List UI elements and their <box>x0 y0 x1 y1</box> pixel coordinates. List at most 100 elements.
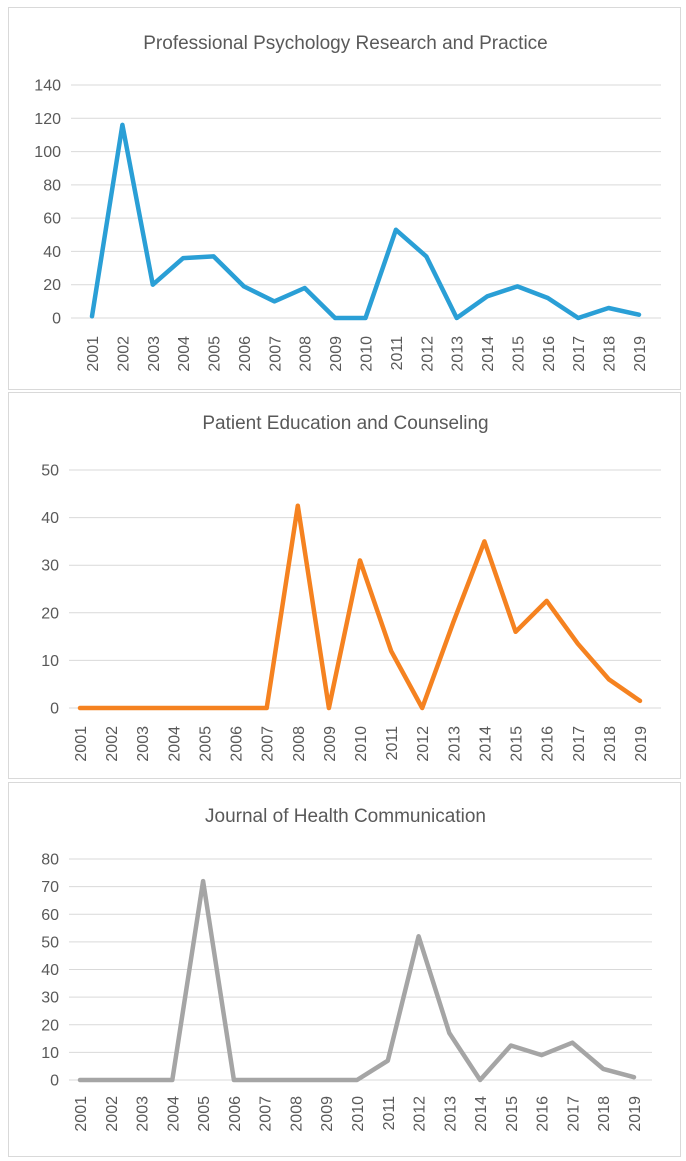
line-chart-patient-education: Patient Education and Counseling 0 10 20 30 4… <box>41 413 661 762</box>
y-tick-label: 140 <box>34 78 61 95</box>
chart-title: Patient Education and Counseling <box>202 413 488 434</box>
x-tick-label: 2005 <box>207 336 224 372</box>
data-point-2003 <box>140 1078 144 1082</box>
x-tick-label: 2008 <box>298 336 315 372</box>
x-tick-label: 2018 <box>596 1096 613 1132</box>
data-point-2012 <box>420 706 424 710</box>
x-tick-label: 2013 <box>450 336 467 372</box>
x-tick-label: 2009 <box>322 726 339 762</box>
data-point-2003 <box>140 706 144 710</box>
x-tick-label: 2004 <box>166 726 183 762</box>
data-point-2019 <box>632 1075 636 1079</box>
x-tick-label: 2009 <box>328 336 345 372</box>
data-point-2007 <box>263 1078 267 1082</box>
data-point-2008 <box>296 504 300 508</box>
x-tick-label: 2017 <box>571 726 588 762</box>
x-tick-label: 2002 <box>104 726 121 762</box>
x-tick-label: 2005 <box>196 1096 213 1132</box>
data-point-2006 <box>234 706 238 710</box>
x-tick-label: 2003 <box>135 726 152 762</box>
y-tick-label: 40 <box>41 962 59 979</box>
data-point-2018 <box>607 677 611 681</box>
chart-title: Professional Psychology Research and Pra… <box>143 33 547 54</box>
data-point-2014 <box>482 539 486 543</box>
data-point-2012 <box>424 254 428 258</box>
y-tick-label: 40 <box>41 510 59 527</box>
chart-panel-psychology-research: Professional Psychology Research and Pra… <box>8 7 681 390</box>
data-point-2004 <box>170 1078 174 1082</box>
x-tick-label: 2001 <box>85 336 102 372</box>
data-point-2004 <box>181 256 185 260</box>
x-tick-label: 2018 <box>602 336 619 372</box>
x-tick-label: 2016 <box>540 726 557 762</box>
data-point-2007 <box>272 299 276 303</box>
x-tick-label: 2006 <box>229 726 246 762</box>
data-point-2017 <box>576 642 580 646</box>
data-point-2002 <box>120 123 124 127</box>
data-point-2018 <box>607 306 611 310</box>
data-point-2007 <box>265 706 269 710</box>
series-line-psychology-research <box>89 122 642 321</box>
data-point-2008 <box>303 286 307 290</box>
x-tick-label: 2003 <box>135 1096 152 1132</box>
x-tick-label: 2004 <box>176 336 193 372</box>
x-tick-label: 2011 <box>381 1096 398 1131</box>
x-tick-label: 2012 <box>419 336 436 372</box>
y-tick-label: 70 <box>41 879 59 896</box>
x-tick-label: 2013 <box>446 726 463 762</box>
data-point-2015 <box>509 1043 513 1047</box>
data-point-2002 <box>109 706 113 710</box>
y-tick-label: 0 <box>50 701 59 718</box>
data-point-2002 <box>109 1078 113 1082</box>
x-tick-label: 2007 <box>267 336 284 372</box>
x-tick-label: 2008 <box>288 1096 305 1132</box>
x-tick-label: 2007 <box>258 1096 275 1132</box>
x-tick-label: 2012 <box>415 726 432 762</box>
x-tick-label: 2001 <box>73 1096 90 1132</box>
data-point-2016 <box>540 1053 544 1057</box>
y-tick-label: 0 <box>50 1073 59 1090</box>
x-tick-label: 2006 <box>227 1096 244 1132</box>
data-point-2001 <box>78 706 82 710</box>
x-tick-label: 2003 <box>146 336 163 372</box>
x-tick-label: 2010 <box>350 1096 367 1132</box>
x-tick-label: 2015 <box>510 336 527 372</box>
y-tick-label: 80 <box>41 852 59 869</box>
y-tick-label: 20 <box>41 605 59 622</box>
x-tick-label: 2014 <box>480 336 497 372</box>
data-point-2017 <box>576 316 580 320</box>
data-point-2015 <box>515 284 519 288</box>
data-point-2017 <box>570 1041 574 1045</box>
data-point-2005 <box>212 254 216 258</box>
x-tick-label: 2006 <box>237 336 254 372</box>
x-tick-label: 2004 <box>165 1096 182 1132</box>
data-point-2010 <box>364 316 368 320</box>
data-point-2015 <box>514 630 518 634</box>
x-tick-label: 2015 <box>504 1096 521 1132</box>
data-point-2011 <box>389 649 393 653</box>
x-tick-label: 2013 <box>442 1096 459 1132</box>
x-tick-label: 2002 <box>115 336 132 372</box>
x-tick-label: 2019 <box>632 336 649 372</box>
x-tick-label: 2005 <box>197 726 214 762</box>
x-tick-label: 2014 <box>473 1096 490 1132</box>
y-tick-label: 50 <box>41 463 59 480</box>
data-point-2008 <box>293 1078 297 1082</box>
data-point-2010 <box>358 558 362 562</box>
x-tick-label: 2001 <box>73 726 90 762</box>
x-tick-label: 2015 <box>509 726 526 762</box>
x-tick-label: 2019 <box>633 726 650 762</box>
data-point-2013 <box>447 1031 451 1035</box>
x-tick-label: 2018 <box>602 726 619 762</box>
x-tick-label: 2014 <box>477 726 494 762</box>
data-point-2005 <box>202 706 206 710</box>
x-tick-label: 2012 <box>412 1096 429 1132</box>
x-tick-label: 2011 <box>384 726 401 761</box>
data-point-2013 <box>455 316 459 320</box>
data-point-2009 <box>324 1078 328 1082</box>
data-point-2011 <box>386 1059 390 1063</box>
y-tick-label: 50 <box>41 934 59 951</box>
x-tick-label: 2016 <box>541 336 558 372</box>
x-tick-label: 2011 <box>389 336 406 371</box>
chart-title: Journal of Health Communication <box>205 806 486 827</box>
